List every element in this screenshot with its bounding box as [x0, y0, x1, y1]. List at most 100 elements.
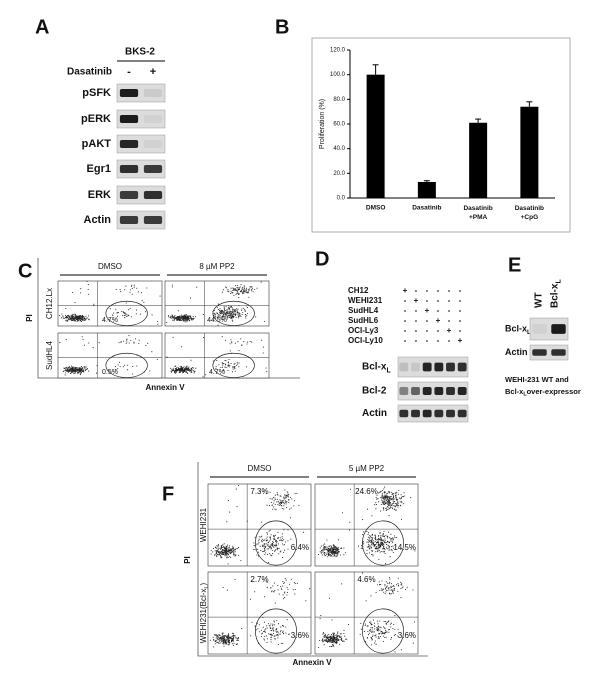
dot: [238, 315, 241, 317]
dot: [68, 315, 70, 318]
dot: [331, 619, 333, 621]
dot: [255, 316, 257, 318]
dot: [223, 645, 225, 647]
dot: [279, 499, 281, 501]
dot: [114, 366, 116, 368]
dot: [332, 644, 334, 647]
dot: [219, 635, 221, 637]
label-line: +CpG: [521, 214, 539, 221]
dot: [218, 639, 220, 641]
dot: [371, 538, 373, 540]
dot: [217, 316, 219, 318]
dot: [390, 585, 392, 587]
dot: [82, 319, 84, 321]
dot: [233, 313, 235, 315]
dot: [224, 317, 226, 319]
dot: [378, 492, 380, 494]
dot: [325, 639, 327, 641]
dot: [339, 636, 341, 639]
dot: [340, 637, 343, 640]
dot: [288, 633, 290, 635]
dot: [367, 546, 369, 548]
dot: [394, 634, 396, 636]
dot: [264, 631, 266, 633]
dot: [368, 547, 371, 550]
dot: [331, 641, 333, 643]
dot: [256, 554, 258, 556]
dot: [265, 493, 267, 495]
dot: [221, 552, 223, 554]
dot: [278, 503, 280, 505]
dot: [381, 580, 383, 582]
sign: -: [437, 336, 440, 345]
dot: [236, 361, 238, 363]
dot: [275, 542, 277, 544]
dot: [251, 287, 253, 289]
cell-line: SudHL4: [348, 306, 379, 315]
dot: [384, 627, 386, 629]
dot: [225, 313, 227, 315]
sign: -: [415, 326, 418, 335]
dot: [383, 544, 385, 546]
dot: [256, 543, 258, 545]
dot: [221, 640, 223, 642]
dot: [277, 547, 279, 549]
dot: [130, 285, 132, 287]
dot: [225, 552, 228, 554]
dot: [70, 319, 73, 321]
dots: [59, 335, 158, 376]
dot: [384, 563, 387, 565]
dot: [227, 308, 229, 310]
dot: [228, 363, 230, 365]
dot: [69, 319, 71, 321]
dot: [230, 292, 232, 295]
sign: -: [404, 296, 407, 305]
dot: [388, 547, 390, 549]
dot: [266, 532, 268, 534]
dot: [382, 533, 385, 535]
dot: [128, 315, 130, 317]
dot: [336, 551, 338, 553]
dot: [238, 288, 240, 290]
dot: [367, 634, 370, 636]
dot: [377, 628, 379, 630]
dot: [226, 310, 228, 313]
dot: [371, 626, 374, 628]
dot: [370, 595, 372, 597]
percentage: 24.6%: [355, 487, 378, 496]
dot: [274, 494, 276, 496]
dot: [387, 502, 389, 504]
dot: [380, 510, 382, 512]
dot: [244, 310, 246, 312]
blot-label: Bcl-xL: [362, 362, 391, 375]
dot: [384, 502, 386, 504]
dot: [178, 371, 180, 373]
dot: [189, 315, 192, 317]
dot: [205, 374, 207, 376]
dot: [258, 490, 261, 492]
dot: [253, 548, 255, 551]
row-label: CH12.Lx: [45, 288, 54, 319]
dot: [398, 504, 400, 506]
dot: [86, 368, 88, 370]
dot: [275, 634, 277, 636]
dot: [265, 367, 267, 369]
dot: [175, 369, 177, 371]
dot: [397, 577, 399, 579]
dot: [283, 544, 285, 546]
dot: [112, 314, 114, 316]
dot: [392, 592, 394, 594]
dot: [294, 593, 296, 595]
dot: [213, 309, 215, 311]
dot: [216, 359, 218, 362]
dot: [214, 554, 216, 556]
dot: [229, 550, 231, 552]
dot: [376, 629, 378, 631]
dot: [372, 635, 374, 638]
dot: [395, 496, 397, 498]
dot: [332, 551, 335, 554]
blot-band: [119, 89, 139, 97]
dot: [384, 588, 387, 590]
dot: [224, 359, 226, 362]
dot: [260, 540, 263, 542]
